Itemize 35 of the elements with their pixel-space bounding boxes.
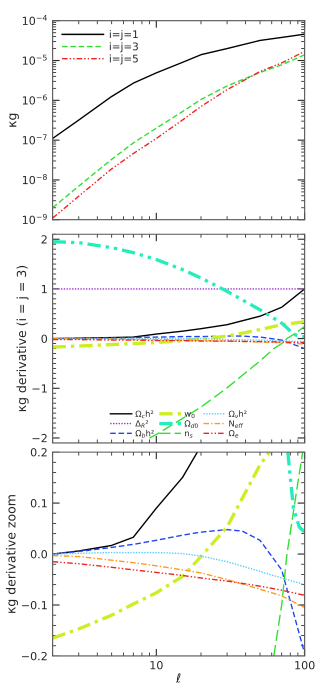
y-tick-label: 10$^{−7}$: [22, 134, 47, 144]
y-tick-label: 0.1: [30, 499, 47, 508]
y-tick-label: 10$^{−9}$: [22, 214, 47, 224]
legend-label: i=j=5: [110, 54, 138, 65]
y-tick-label: −0.1: [22, 600, 47, 610]
y-tick-label: −0.2: [22, 652, 47, 660]
legend-label: Δ$_{R}$²: [135, 420, 148, 428]
legend-label: Ω$_{ν}$h²: [228, 410, 247, 418]
y-tick-label: 0.2: [30, 448, 47, 456]
y-tick-label: 2: [42, 235, 47, 244]
legend-label: Ω$_{e}$: [228, 430, 238, 438]
legend-label: w$_{0}$: [184, 412, 195, 418]
y-tick-label: 10$^{−4}$: [22, 14, 47, 26]
x-tick-label: 10: [150, 661, 163, 670]
x-axis-title: ℓ: [176, 673, 180, 683]
legend-label: N$_{eff}$: [229, 420, 244, 428]
y-tick-label: 1: [42, 285, 47, 294]
y-tick-label: −1: [32, 384, 47, 392]
y-axis-title: κg: [9, 114, 19, 127]
y-axis-title: κg derivative (i = j = 3): [16, 266, 29, 412]
y-tick-label: 10$^{−6}$: [22, 94, 47, 105]
legend-label: Ω$_{c}$h²: [136, 410, 154, 418]
y-tick-label: 10$^{−8}$: [22, 174, 47, 184]
y-axis-title: κg derivative zoom: [6, 495, 18, 613]
legend-label: Ω$_{d0}$: [184, 420, 198, 428]
legend-label: n$_{s}$: [185, 432, 193, 438]
legend-label: i=j=1: [110, 30, 138, 40]
y-tick-label: 10$^{−5}$: [22, 54, 47, 65]
y-tick-label: 0: [41, 334, 48, 343]
y-tick-label: 0.0: [30, 550, 48, 558]
legend-label: Ω$_{b}$h²: [136, 430, 154, 438]
line-series: [286, 452, 305, 534]
y-tick-label: −2: [32, 434, 47, 442]
x-tick-label: 100: [295, 661, 315, 670]
legend-label: i=j=3: [110, 42, 138, 52]
